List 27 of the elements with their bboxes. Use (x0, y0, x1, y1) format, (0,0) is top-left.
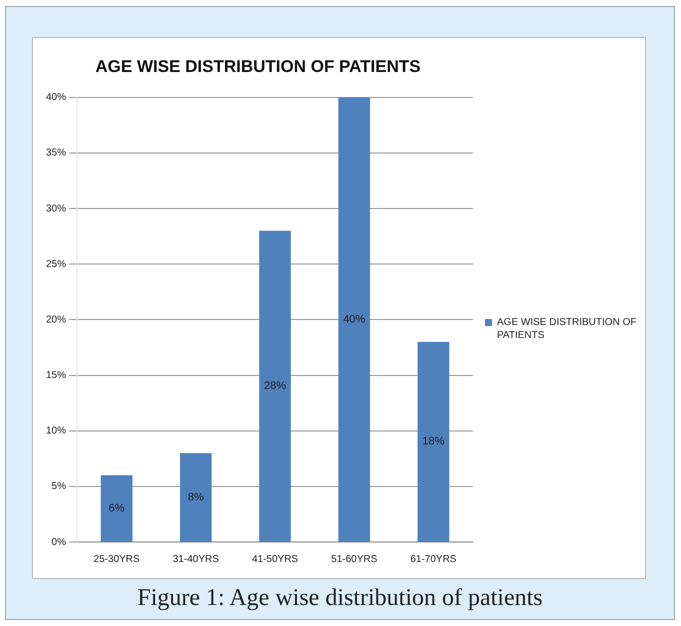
y-tick-label: 35% (46, 148, 66, 159)
bar (259, 230, 291, 542)
data-label: 18% (422, 436, 445, 448)
chart-title: AGE WISE DISTRIBUTION OF PATIENTS (95, 56, 421, 76)
x-tick-label: 41-50YRS (252, 554, 298, 565)
y-tick-label: 30% (46, 203, 66, 214)
y-tick-label: 5% (52, 481, 66, 492)
data-label: 40% (343, 313, 366, 326)
bar (338, 97, 370, 542)
bar (100, 475, 132, 542)
bar (180, 453, 212, 542)
x-tick-label: 25-30YRS (94, 554, 140, 565)
y-tick-label: 15% (46, 370, 66, 382)
bar (418, 342, 450, 542)
x-tick-label: 61-70YRS (410, 554, 457, 565)
legend-label: AGE WISE DISTRIBUTION OF PATIENTS (497, 316, 638, 342)
y-tick-label: 25% (46, 258, 66, 270)
y-tick-label: 40% (46, 92, 66, 104)
caption: Figure 1: Age wise distribution of patients (136, 585, 544, 612)
y-tick-label: 0% (52, 536, 66, 548)
y-tick-label: 10% (46, 426, 66, 437)
data-label: 6% (108, 502, 125, 514)
x-tick-label: 51-60YRS (331, 554, 378, 565)
x-tick-label: 31-40YRS (172, 554, 220, 565)
y-tick-label: 20% (46, 314, 66, 326)
data-label: 28% (264, 380, 286, 392)
data-label: 8% (188, 491, 204, 504)
